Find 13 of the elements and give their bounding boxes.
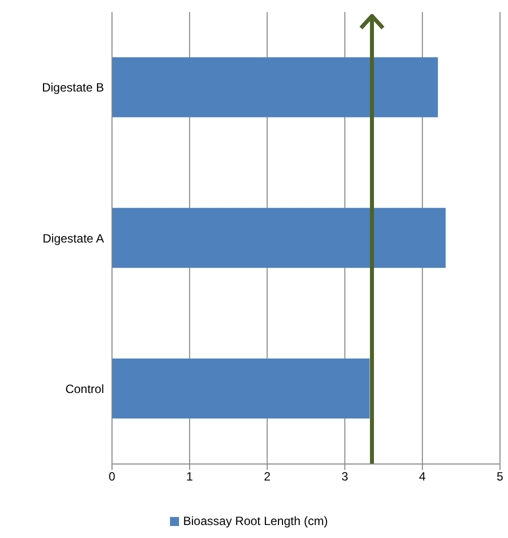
y-tick-label: Digestate B [42,80,104,95]
bar [112,358,370,419]
legend-label: Bioassay Root Length (cm) [183,514,328,528]
x-tick-label: 2 [264,470,271,484]
y-tick-label: Digestate A [42,231,104,246]
y-tick-label: Control [65,382,104,396]
bar [112,57,438,118]
x-tick-label: 4 [419,470,426,484]
x-tick-label: 5 [496,470,504,484]
x-tick-label: 1 [186,470,194,484]
x-tick-label: 0 [108,470,116,484]
bar [112,208,446,268]
x-tick-label: 3 [341,470,348,484]
